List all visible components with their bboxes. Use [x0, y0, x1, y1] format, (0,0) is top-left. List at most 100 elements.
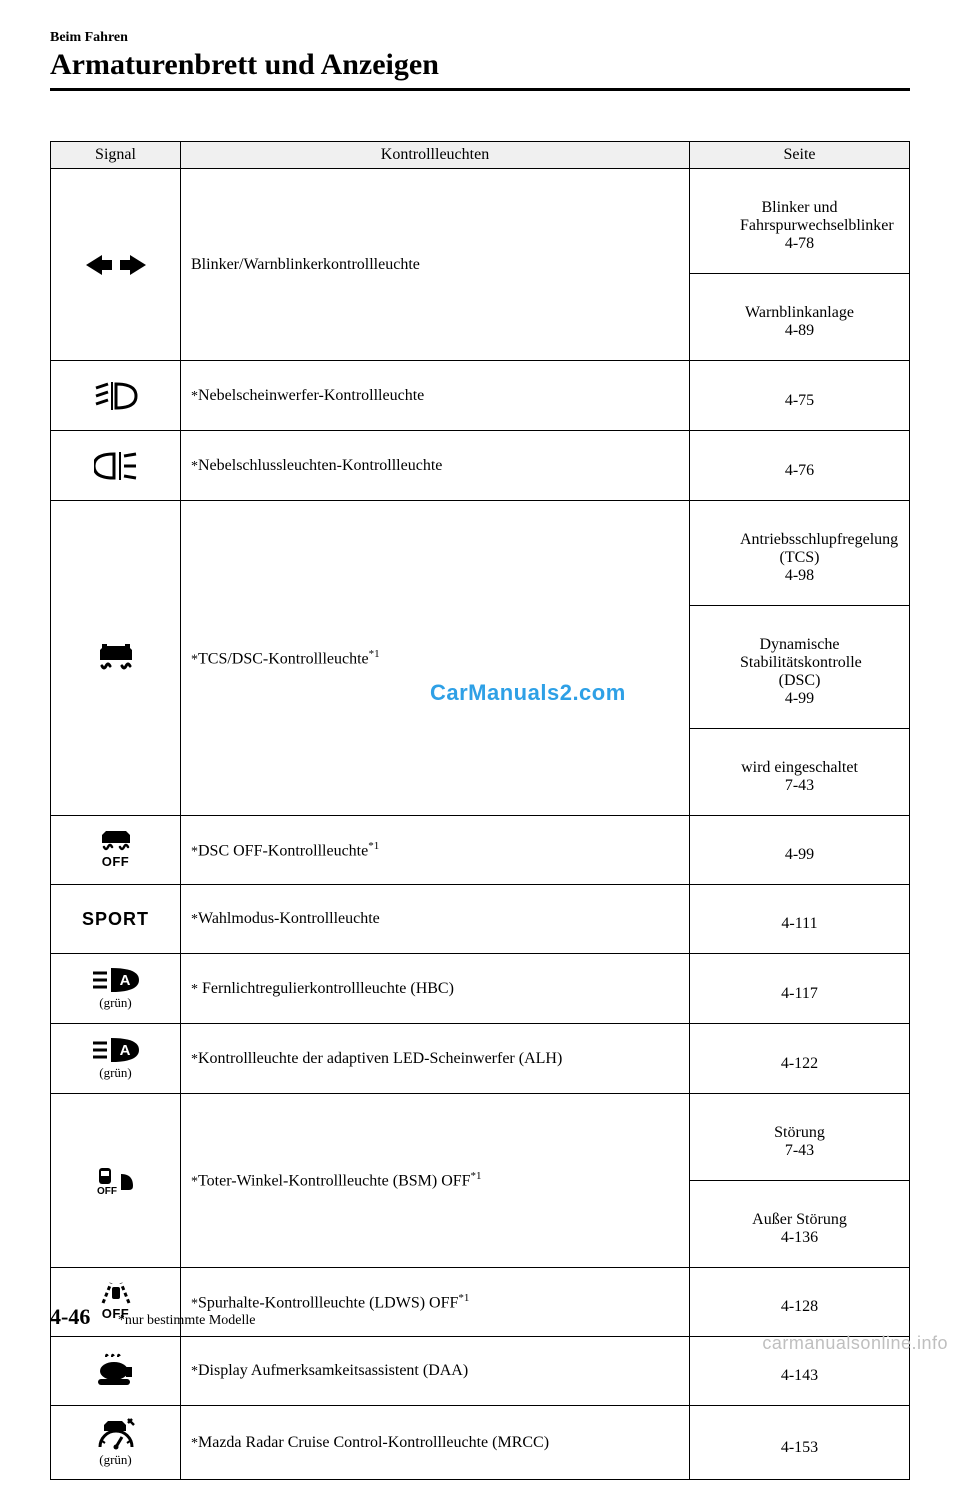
gruen-label: (grün) [99, 995, 132, 1010]
page-sport: 4-111 [690, 885, 910, 954]
page-front-fog: 4-75 [690, 361, 910, 431]
txt: 4-78 [785, 235, 814, 252]
ldws-off-icon [99, 1281, 133, 1305]
gruen-label: (grün) [99, 1452, 132, 1467]
asterisk: * [191, 459, 198, 474]
txt: Mazda Radar Cruise Control-Kontrollleuch… [198, 1434, 549, 1451]
front-fog-icon [94, 380, 138, 412]
page-turn-1: Blinker und Fahrspurwechselblinker 4-78 [690, 169, 910, 274]
sup: *1 [369, 648, 380, 660]
daa-icon [96, 1353, 136, 1389]
signal-alh: A (grün) [51, 1024, 181, 1094]
txt: Nebelscheinwerfer-Kontrollleuchte [198, 387, 424, 404]
footnote: *nur bestimmte Modelle [118, 1313, 256, 1328]
page-hbc: 4-117 [690, 954, 910, 1024]
footer-watermark: carmanualsonline.info [762, 1333, 948, 1354]
txt: Störung [774, 1124, 825, 1141]
turn-signal-icon [86, 253, 146, 277]
desc-front-fog: *Nebelscheinwerfer-Kontrollleuchte [181, 361, 690, 431]
dsc-off-icon [94, 829, 138, 853]
sport-label: SPORT [82, 909, 149, 929]
desc-daa: *Display Aufmerksamkeitsassistent (DAA) [181, 1337, 690, 1406]
asterisk: * [191, 982, 198, 997]
hbc-icon: A [91, 966, 141, 994]
txt: 7-43 [785, 777, 814, 794]
txt: Fernlichtregulierkontrollleuchte (HBC) [198, 980, 454, 997]
desc-ldws-off: *Spurhalte-Kontrollleuchte (LDWS) OFF*1 [181, 1268, 690, 1337]
txt: Fahrspurwechselblinker [740, 217, 894, 234]
txt: 4-89 [785, 322, 814, 339]
page-tcs-3: wird eingeschaltet 7-43 [690, 729, 910, 816]
gruen-label: (grün) [99, 1065, 132, 1080]
tcs-dsc-icon [94, 638, 138, 678]
txt: wird eingeschaltet [741, 759, 858, 776]
txt: Dynamische [760, 636, 840, 653]
svg-text:A: A [119, 972, 130, 989]
signal-turn-indicator [51, 169, 181, 361]
txt: 4-98 [785, 567, 814, 584]
indicator-table: Signal Kontrollleuchten Seite Blinker/Wa… [50, 141, 910, 1480]
desc-sport: *Wahlmodus-Kontrollleuchte [181, 885, 690, 954]
page-tcs-1: Antriebsschlupfregelung (TCS) 4-98 [690, 501, 910, 606]
txt: TCS/DSC-Kontrollleuchte [198, 650, 369, 667]
desc-alh: *Kontrollleuchte der adaptiven LED-Schei… [181, 1024, 690, 1094]
page-dsc-off: 4-99 [690, 816, 910, 885]
desc-turn-indicator: Blinker/Warnblinkerkontrollleuchte [181, 169, 690, 361]
page-title: Armaturenbrett und Anzeigen [50, 48, 910, 82]
page-tcs-2: Dynamische Stabilitätskontrolle (DSC) 4-… [690, 606, 910, 729]
asterisk: * [191, 912, 198, 927]
desc-dsc-off: *DSC OFF-Kontrollleuchte*1 [181, 816, 690, 885]
page-ldws-off: 4-128 [690, 1268, 910, 1337]
asterisk: * [191, 389, 198, 404]
desc-rear-fog: *Nebelschlussleuchten-Kontrollleuchte [181, 431, 690, 501]
page-number: 4-46 [50, 1304, 90, 1329]
page-rear-fog: 4-76 [690, 431, 910, 501]
txt: Display Aufmerksamkeitsassistent (DAA) [198, 1362, 468, 1379]
txt: Wahlmodus-Kontrollleuchte [198, 910, 380, 927]
asterisk: * [191, 844, 198, 859]
txt: 4-99 [785, 690, 814, 707]
page-alh: 4-122 [690, 1024, 910, 1094]
svg-text:OFF: OFF [97, 1186, 117, 1196]
desc-mrcc: *Mazda Radar Cruise Control-Kontrollleuc… [181, 1406, 690, 1480]
txt: DSC OFF-Kontrollleuchte [198, 842, 368, 859]
sup: *1 [471, 1170, 482, 1182]
signal-tcs-dsc [51, 501, 181, 816]
bsm-off-icon: OFF [91, 1166, 141, 1196]
signal-rear-fog [51, 431, 181, 501]
sup: *1 [458, 1292, 469, 1304]
txt: 7-43 [785, 1142, 814, 1159]
signal-bsm-off: OFF [51, 1094, 181, 1268]
th-page: Seite [690, 142, 910, 169]
signal-dsc-off: OFF [51, 816, 181, 885]
page-turn-2: Warnblinkanlage 4-89 [690, 274, 910, 361]
asterisk: * [191, 1364, 198, 1379]
page-bsm-1: Störung 7-43 [690, 1094, 910, 1181]
txt: (TCS) [780, 549, 820, 566]
asterisk: * [191, 1436, 198, 1451]
asterisk: * [191, 1175, 198, 1190]
txt: Kontrollleuchte der adaptiven LED-Schein… [198, 1050, 562, 1067]
txt: Warnblinkanlage [745, 304, 854, 321]
desc-hbc: * Fernlichtregulierkontrollleuchte (HBC) [181, 954, 690, 1024]
txt: Nebelschlussleuchten-Kontrollleuchte [198, 457, 442, 474]
th-signal: Signal [51, 142, 181, 169]
alh-icon: A [91, 1036, 141, 1064]
signal-daa [51, 1337, 181, 1406]
desc-tcs-dsc: *TCS/DSC-Kontrollleuchte*1 [181, 501, 690, 816]
svg-text:A: A [119, 1042, 130, 1059]
sup: *1 [368, 840, 379, 852]
signal-sport: SPORT [51, 885, 181, 954]
txt: Blinker und [762, 199, 838, 216]
txt: Antriebsschlupfregelung [740, 531, 898, 548]
signal-mrcc: (grün) [51, 1406, 181, 1480]
asterisk: * [191, 1052, 198, 1067]
footer: 4-46 *nur bestimmte Modelle [50, 1304, 255, 1330]
asterisk: * [191, 652, 198, 667]
category-label: Beim Fahren [50, 30, 910, 46]
txt: Toter-Winkel-Kontrollleuchte (BSM) OFF [198, 1173, 471, 1190]
th-desc: Kontrollleuchten [181, 142, 690, 169]
off-label: OFF [102, 854, 130, 869]
txt: 4-136 [781, 1229, 818, 1246]
mrcc-icon [94, 1417, 138, 1451]
